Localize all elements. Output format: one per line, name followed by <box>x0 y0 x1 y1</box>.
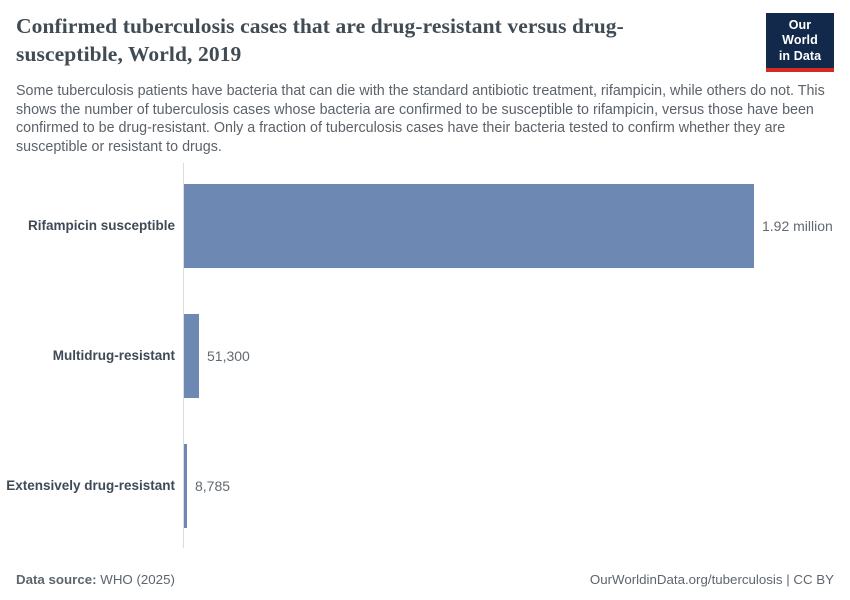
chart-title: Confirmed tuberculosis cases that are dr… <box>16 14 624 66</box>
data-source-label: Data source: <box>16 572 97 587</box>
value-label: 1.92 million <box>762 218 833 234</box>
chart-header: Confirmed tuberculosis cases that are dr… <box>16 13 834 157</box>
bar-row: Multidrug-resistant 51,300 <box>0 291 850 421</box>
bar[interactable] <box>184 184 754 268</box>
y-axis-line <box>183 163 184 548</box>
data-source: Data source: WHO (2025) <box>16 572 175 587</box>
footer-link[interactable]: OurWorldinData.org/tuberculosis | CC BY <box>589 572 834 587</box>
bar-row: Extensively drug-resistant 8,785 <box>0 421 850 551</box>
bar-rows: Rifampicin susceptible 1.92 million Mult… <box>0 161 850 551</box>
bar[interactable] <box>184 444 187 528</box>
value-label: 51,300 <box>207 348 250 364</box>
category-label: Multidrug-resistant <box>52 347 175 363</box>
bar-chart: Rifampicin susceptible 1.92 million Mult… <box>0 161 850 551</box>
data-source-value: WHO (2025) <box>100 572 175 587</box>
owid-logo[interactable]: Our World in Data <box>766 13 834 72</box>
category-label: Rifampicin susceptible <box>27 217 175 233</box>
chart-subtitle: Some tuberculosis patients have bacteria… <box>16 82 825 156</box>
chart-footer: Data source: WHO (2025) OurWorldinData.o… <box>16 572 834 587</box>
value-label: 8,785 <box>195 478 231 494</box>
category-label: Extensively drug-resistant <box>6 477 175 493</box>
owid-logo-text-line1: Our World <box>782 18 818 48</box>
bar[interactable] <box>184 314 199 398</box>
bar-row: Rifampicin susceptible 1.92 million <box>0 161 850 291</box>
owid-logo-text-line2: in Data <box>778 48 822 63</box>
